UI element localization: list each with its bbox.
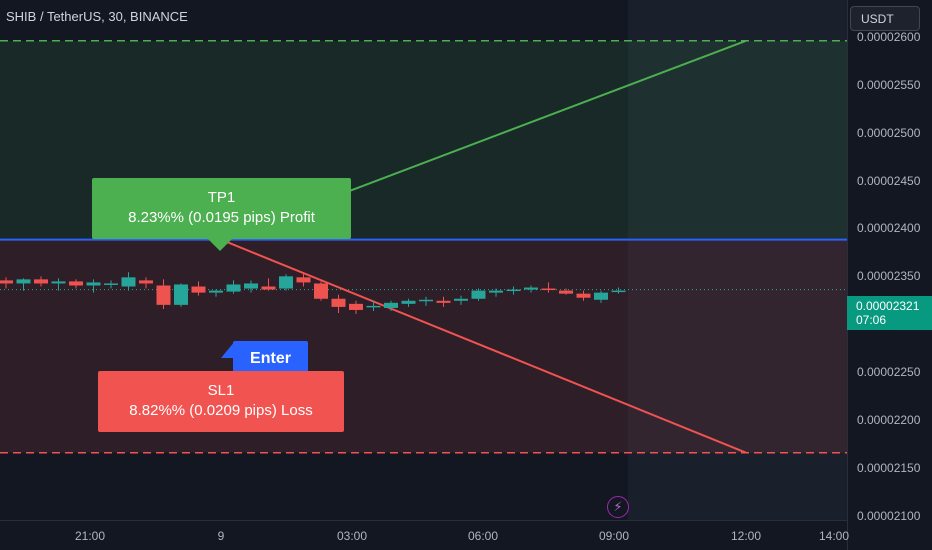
y-tick-label: 0.00002500 [857, 126, 921, 140]
candle[interactable] [594, 292, 608, 300]
candle[interactable] [86, 282, 101, 286]
candle[interactable] [436, 300, 451, 303]
y-tick-label: 0.00002150 [857, 461, 921, 475]
candle[interactable] [489, 290, 503, 293]
candle[interactable] [506, 289, 521, 292]
tp-text: 8.23%% (0.0195 pips) Profit [128, 209, 315, 226]
candle[interactable] [104, 283, 118, 285]
candle[interactable] [454, 298, 468, 301]
time-axis [0, 520, 847, 521]
candle[interactable] [174, 284, 188, 305]
candle[interactable] [524, 287, 538, 290]
y-tick-label: 0.00002350 [857, 269, 921, 283]
candle[interactable] [401, 300, 416, 304]
candle[interactable] [191, 286, 206, 293]
y-tick-label: 0.00002250 [857, 365, 921, 379]
candle[interactable] [576, 293, 591, 298]
candle[interactable] [226, 284, 241, 292]
current-price-tag: 0.00002321 07:06 [847, 296, 932, 330]
candle[interactable] [139, 280, 153, 284]
x-tick-label: 09:00 [598, 529, 630, 543]
candle[interactable] [296, 277, 311, 283]
x-tick-label: 9 [217, 529, 225, 543]
y-tick-label: 0.00002600 [857, 30, 921, 44]
candle[interactable] [0, 280, 13, 284]
candle[interactable] [34, 279, 48, 284]
currency-button[interactable]: USDT [850, 6, 920, 31]
candle[interactable] [16, 279, 31, 284]
y-tick-label: 0.00002200 [857, 413, 921, 427]
candle[interactable] [331, 298, 346, 307]
candle[interactable] [69, 281, 83, 286]
candle[interactable] [121, 277, 136, 287]
enter-pointer [221, 341, 235, 358]
candle[interactable] [611, 290, 626, 293]
x-tick-label: 21:00 [74, 529, 106, 543]
candle[interactable] [384, 302, 398, 308]
stop-loss-callout[interactable]: SL1 8.82%% (0.0209 pips) Loss [98, 371, 344, 432]
candle[interactable] [559, 290, 573, 294]
take-profit-callout[interactable]: TP1 8.23%% (0.0195 pips) Profit [92, 178, 351, 239]
price-axis[interactable] [847, 0, 932, 550]
candle[interactable] [314, 283, 328, 299]
candle[interactable] [51, 281, 66, 284]
enter-label[interactable]: Enter [233, 341, 308, 376]
y-tick-label: 0.00002550 [857, 78, 921, 92]
candle[interactable] [209, 290, 223, 293]
current-price-value: 0.00002321 [856, 299, 920, 313]
bar-countdown: 07:06 [856, 313, 887, 327]
candles-group [0, 272, 626, 315]
future-zone [628, 0, 847, 520]
symbol-title[interactable]: SHIB / TetherUS, 30, BINANCE [6, 9, 188, 24]
y-tick-label: 0.00002100 [857, 509, 921, 523]
candle[interactable] [541, 288, 556, 291]
sl-text: 8.82%% (0.0209 pips) Loss [129, 402, 313, 419]
candle[interactable] [156, 285, 171, 305]
candle[interactable] [349, 303, 363, 310]
candle[interactable] [419, 299, 433, 302]
x-tick-label: 12:00 [730, 529, 762, 543]
stop-loss-trend-line[interactable] [220, 238, 747, 454]
tp-callout-pointer [208, 239, 232, 251]
y-tick-label: 0.00002400 [857, 221, 921, 235]
sl-title: SL1 [207, 382, 235, 399]
candle[interactable] [244, 283, 258, 289]
candle[interactable] [279, 276, 293, 289]
x-tick-label: 03:00 [336, 529, 368, 543]
y-tick-label: 0.00002450 [857, 174, 921, 188]
candle[interactable] [471, 290, 486, 299]
candle[interactable] [261, 286, 276, 290]
x-tick-label: 06:00 [467, 529, 499, 543]
candle[interactable] [366, 305, 381, 308]
x-tick-label: 14:00 [818, 529, 850, 543]
tp-title: TP1 [207, 189, 236, 206]
lightning-icon[interactable]: ⚡ [607, 496, 629, 518]
